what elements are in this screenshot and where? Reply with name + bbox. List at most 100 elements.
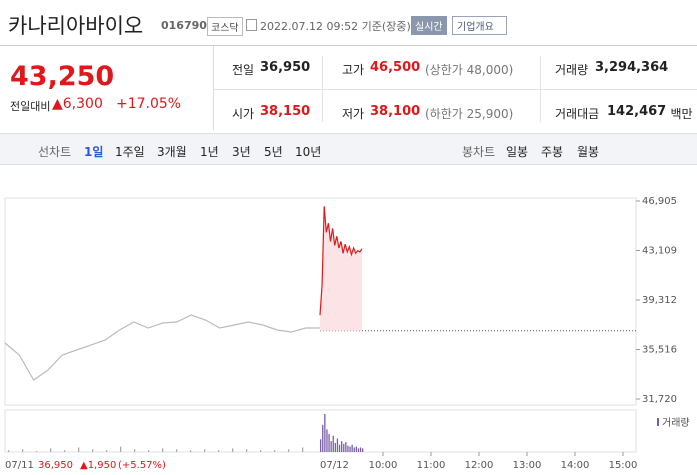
volume-bar [322,424,324,452]
prev-pct: (+5.57%) [118,460,166,471]
stat-value: 38,150 [260,104,311,119]
volume-bar [50,448,52,452]
volume-bar [326,429,328,452]
stat-value: 3,294,364 [595,60,669,75]
volume-bar [330,441,332,452]
stock-name: 카나리아바이오 [8,14,144,38]
x-label: 11:00 [417,460,446,471]
price-line [4,314,320,381]
volume-bar [336,438,339,452]
volume-bar [359,447,362,452]
volume-bar [162,448,164,452]
candle-tab[interactable]: 주봉 [541,145,564,159]
period-tab[interactable]: 1주일 [115,145,145,159]
volume-bar [204,449,206,452]
volume-bar [36,451,38,452]
volume-bar [120,446,122,452]
stat-label: 시가 [232,107,255,121]
divider [0,45,697,46]
period-tab[interactable]: 10년 [295,145,322,159]
x-label: 12:00 [465,460,494,471]
tab-label: 선차트 [38,145,72,159]
volume-legend: 거래량 [662,417,690,429]
volume-bar [351,444,353,452]
market-badge: 코스닥 [207,17,243,36]
volume-bar [288,449,290,452]
x-label: 07/11 [5,460,34,471]
stat-value: 38,100 [370,104,421,119]
divider [214,89,697,90]
volume-bar [349,446,351,452]
volume-bar [362,448,364,452]
volume-bar [274,450,276,452]
stat-label: 거래량 [555,63,589,77]
change-pct: +17.05% [116,96,182,112]
volume-bar [324,414,326,452]
y-tick-label: 31,720 [642,394,677,405]
x-label: 13:00 [513,460,542,471]
volume-bar [8,450,10,452]
period-tab[interactable]: 1년 [200,145,219,159]
period-tab[interactable]: 1일 [84,145,104,159]
volume-bar [218,450,220,452]
divider [540,56,541,122]
stock-code: 016790 [161,19,207,32]
area-fill [320,206,362,331]
period-tab[interactable]: 3년 [232,145,251,159]
volume-bar [341,441,343,452]
volume-bar [332,435,334,452]
volume-bar [355,446,357,452]
volume-bar [64,450,66,452]
y-tick-label: 35,516 [642,345,677,356]
period-tab[interactable]: 3개월 [157,145,187,159]
volume-bar [357,448,360,452]
volume-bar [190,450,192,452]
y-tick-label: 39,312 [642,295,677,306]
prev-change: ▲1,950 [80,460,116,471]
volume-bar [345,442,347,452]
volume-bar [176,449,178,452]
period-tab[interactable]: 5년 [264,145,283,159]
candle-tab[interactable]: 일봉 [506,145,529,159]
x-label: 15:00 [609,460,638,471]
plot-frame [4,197,637,406]
current-price: 43,250 [10,61,115,92]
timestamp: 2022.07.12 09:52 기준(장중) [260,20,411,33]
stat-value: 46,500 [370,60,421,75]
volume-bar [343,443,345,452]
price-line [319,206,363,316]
volume-bar [328,433,330,452]
volume-bar [302,447,304,452]
volume-bar [148,450,150,452]
volume-bar [334,442,336,452]
volume-bar [320,439,322,452]
x-label: 07/12 [320,460,349,471]
volume-bar [106,450,108,452]
divider [322,56,323,122]
volume-bar [246,449,248,452]
volume-bar [353,447,355,452]
x-label: 10:00 [369,460,398,471]
stat-value: 142,467 [607,104,667,119]
stat-label: 저가 [342,107,365,121]
volume-bar [338,444,341,452]
candle-tab[interactable]: 월봉 [577,145,600,159]
y-tick-label: 43,109 [642,245,677,256]
stat-note: (상한가 48,000) [425,63,514,77]
stat-note: (하한가 25,900) [425,107,514,121]
change: ▲6,300 [52,96,103,112]
stat-note: 백만 [670,107,693,121]
realtime-button[interactable]: 실시간 [411,16,447,35]
stat-value: 36,950 [260,60,311,75]
change-label: 전일대비 [10,100,51,113]
volume-bar [78,447,80,452]
tab-label: 봉차트 [462,145,496,159]
prev-close: 36,950 [38,460,73,471]
stat-label: 거래대금 [555,107,600,121]
volume-bar [134,449,136,452]
company-info-button[interactable]: 기업개요 [452,16,507,35]
y-tick-label: 46,905 [642,196,677,207]
price-box [0,46,214,130]
